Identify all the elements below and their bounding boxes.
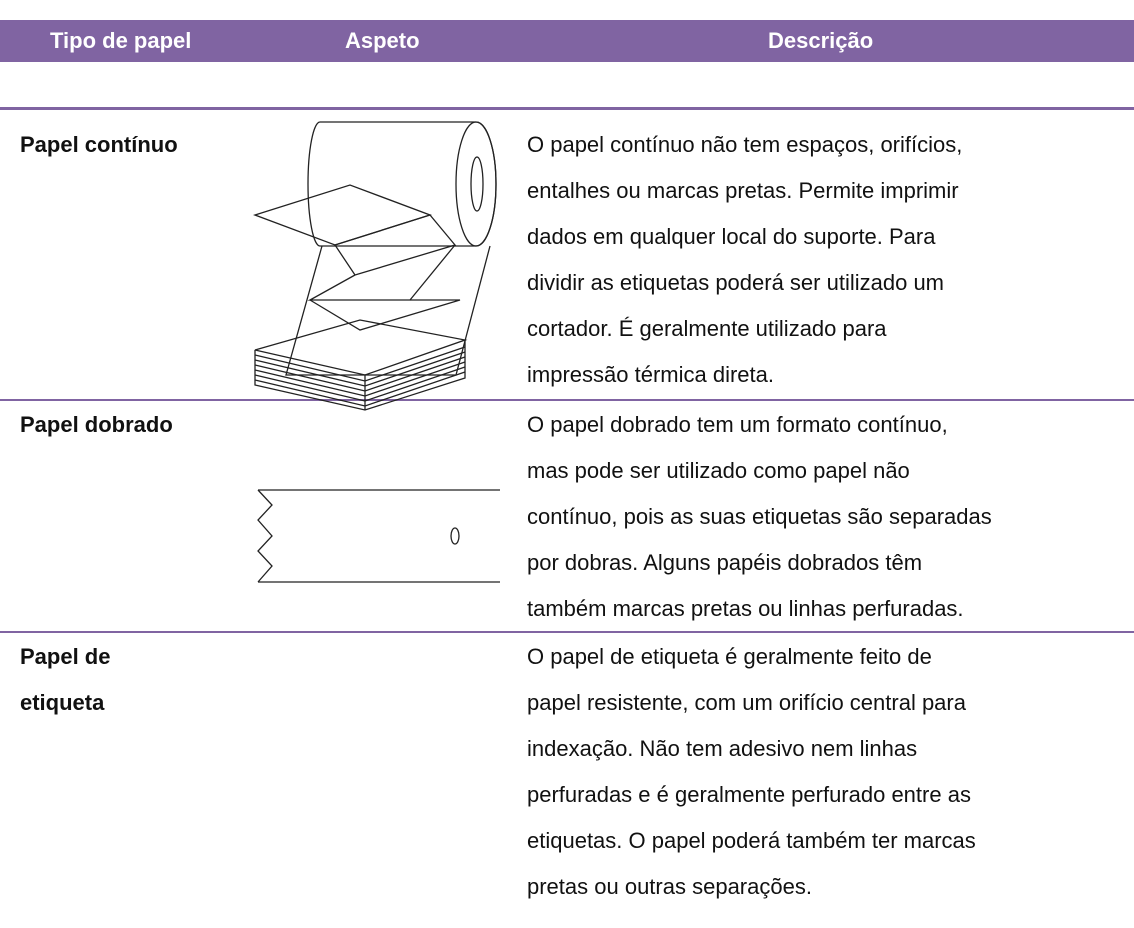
fanfold-icon — [253, 184, 468, 411]
paper-type: Papel dobrado — [20, 412, 173, 437]
header-bar — [0, 20, 1134, 62]
description-line: impressão térmica direta. — [527, 362, 774, 387]
description-line: papel resistente, com um orifício centra… — [527, 690, 966, 715]
header-cell: Aspeto — [345, 28, 420, 53]
paper-type: Papel contínuo — [20, 132, 178, 157]
description-line: indexação. Não tem adesivo nem linhas — [527, 736, 918, 761]
divider — [0, 631, 1134, 633]
description-line: etiquetas. O papel poderá também ter mar… — [527, 828, 976, 853]
divider — [0, 107, 1134, 110]
description-line: O papel contínuo não tem espaços, orifíc… — [527, 132, 963, 157]
label-paper-icon — [257, 489, 500, 583]
description-line: mas pode ser utilizado como papel não — [527, 458, 910, 483]
description-line: perfuradas e é geralmente perfurado entr… — [527, 782, 971, 807]
paper-type: Papel de — [20, 644, 111, 669]
description-line: dados em qualquer local do suporte. Para — [527, 224, 936, 249]
description-line: cortador. É geralmente utilizado para — [527, 316, 887, 341]
header-cell: Tipo de papel — [50, 28, 192, 53]
divider — [0, 399, 1134, 401]
description-line: por dobras. Alguns papéis dobrados têm — [527, 550, 923, 575]
header-cell: Descrição — [768, 28, 874, 53]
description-line: entalhes ou marcas pretas. Permite impri… — [527, 178, 959, 203]
paper-type: etiqueta — [20, 690, 105, 715]
description-line: contínuo, pois as suas etiquetas são sep… — [527, 504, 992, 529]
description-line: pretas ou outras separações. — [527, 874, 812, 899]
description-line: O papel de etiqueta é geralmente feito d… — [527, 644, 932, 669]
description-line: dividir as etiquetas poderá ser utilizad… — [527, 270, 945, 295]
roll-icon — [285, 121, 497, 376]
description-line: O papel dobrado tem um formato contínuo, — [527, 412, 948, 437]
description-line: também marcas pretas ou linhas perfurada… — [527, 596, 964, 621]
